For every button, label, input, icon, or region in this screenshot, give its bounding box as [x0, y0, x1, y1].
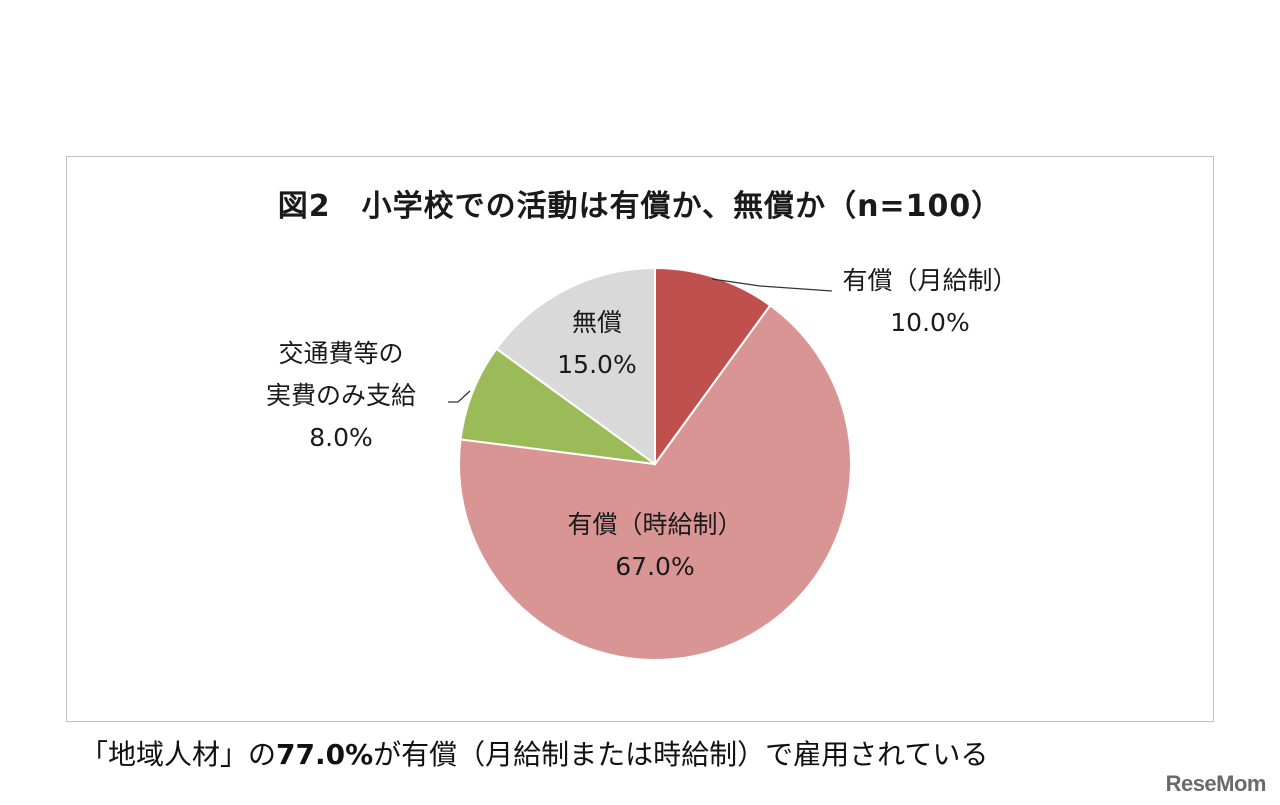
caption-highlight: 77.0% [276, 738, 374, 771]
caption-suffix: が有償（月給制または時給制）で雇用されている [373, 738, 989, 771]
slice-label-hourly: 有償（時給制） [567, 510, 742, 539]
slice-value-unpaid: 15.0% [557, 350, 636, 379]
leader-line-transport [448, 390, 471, 403]
resemom-logo: ReseMom [1165, 771, 1267, 796]
caption-prefix: 「地域人材」の [80, 738, 277, 771]
slice-label-unpaid: 無償 [572, 308, 622, 337]
slice-unpaid [495, 266, 656, 466]
slice-transport [459, 347, 656, 465]
slice-value-monthly: 10.0% [890, 308, 969, 337]
leader-line-monthly [711, 278, 833, 292]
caption: 「地域人材」の77.0%が有償（月給制または時給制）で雇用されている [80, 733, 988, 773]
chart-title: 図2 小学校での活動は有償か、無償か（n=100） [277, 189, 1003, 224]
slice-label-transport-line2: 実費のみ支給 [266, 381, 416, 410]
slice-label-transport-line1: 交通費等の [278, 339, 403, 368]
slice-label-monthly: 有償（月給制） [842, 266, 1017, 295]
slice-monthly [654, 266, 772, 468]
pie-slices [458, 266, 853, 661]
slice-hourly [458, 304, 853, 661]
slice-value-hourly: 67.0% [615, 552, 694, 581]
slice-value-transport: 8.0% [309, 423, 373, 452]
